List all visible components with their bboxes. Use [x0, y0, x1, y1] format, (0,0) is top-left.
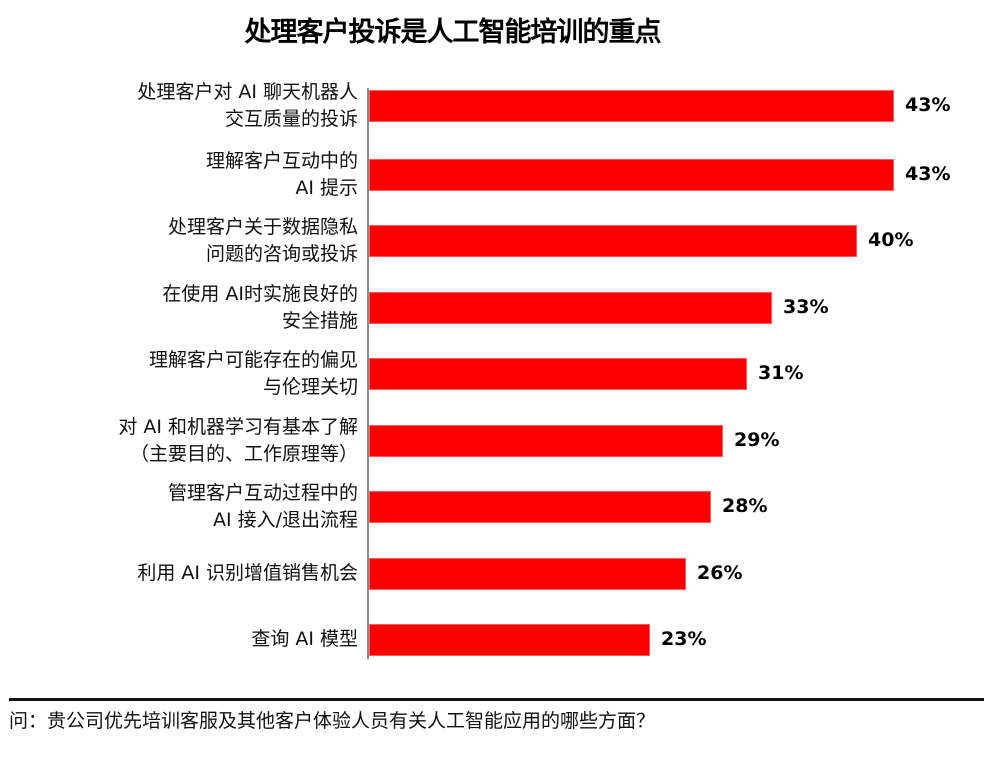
data-label: 40% — [868, 229, 914, 251]
category-label-line2: 交互质量的投诉 — [224, 108, 358, 130]
data-label: 28% — [722, 495, 768, 517]
category-label: 对 AI 和机器学习有基本了解 （主要目的、工作原理等） — [18, 414, 358, 468]
data-label: 43% — [905, 94, 951, 116]
category-label-line2: （主要目的、工作原理等） — [129, 443, 358, 465]
category-label-line1: 处理客户对 AI 聊天机器人 — [137, 81, 358, 103]
bar — [369, 558, 686, 590]
data-label: 26% — [697, 562, 743, 584]
category-label-line1: 理解客户互动中的 — [205, 150, 358, 172]
bar — [369, 491, 711, 523]
bar — [369, 358, 747, 390]
bar — [369, 624, 650, 656]
category-label: 在使用 AI时实施良好的安全措施 — [18, 281, 358, 335]
bar — [369, 292, 772, 324]
data-label: 43% — [905, 163, 951, 185]
bar — [369, 425, 723, 457]
category-label-line2: 问题的咨询或投诉 — [205, 243, 358, 265]
category-label: 处理客户关于数据隐私问题的咨询或投诉 — [18, 214, 358, 268]
bar — [369, 225, 857, 257]
category-label-line1: 对 AI 和机器学习有基本了解 — [118, 416, 358, 438]
category-label-line1: 在使用 AI时实施良好的 — [162, 283, 358, 305]
category-label: 处理客户对 AI 聊天机器人交互质量的投诉 — [18, 79, 358, 133]
category-label-line2: 与伦理关切 — [262, 376, 358, 398]
category-label-line2: 安全措施 — [281, 310, 358, 332]
category-label-line2: AI 接入/退出流程 — [212, 509, 358, 531]
bar — [369, 159, 894, 191]
category-label-line1: 管理客户互动过程中的 — [167, 482, 358, 504]
bar — [369, 90, 894, 122]
survey-question: 问：贵公司优先培训客服及其他客户体验人员有关人工智能应用的哪些方面？ — [9, 710, 656, 732]
category-label: 理解客户互动中的 AI 提示 — [18, 148, 358, 202]
chart-title: 处理客户投诉是人工智能培训的重点 — [244, 17, 662, 48]
category-label: 理解客户可能存在的偏见与伦理关切 — [18, 347, 358, 401]
category-label-line1: 理解客户可能存在的偏见 — [148, 349, 358, 371]
category-label-line2: AI 提示 — [295, 177, 358, 199]
data-label: 33% — [783, 296, 829, 318]
footer-divider — [9, 698, 984, 701]
data-label: 23% — [661, 628, 707, 650]
category-label: 管理客户互动过程中的 AI 接入/退出流程 — [18, 480, 358, 534]
category-label: 查询 AI 模型 — [18, 626, 358, 653]
data-label: 31% — [758, 362, 804, 384]
category-axis-line — [367, 88, 369, 659]
category-label: 利用 AI 识别增值销售机会 — [18, 560, 358, 587]
category-label-line1: 利用 AI 识别增值销售机会 — [137, 562, 358, 584]
data-label: 29% — [734, 429, 780, 451]
category-label-line1: 处理客户关于数据隐私 — [167, 216, 358, 238]
category-label-line1: 查询 AI 模型 — [251, 628, 358, 650]
